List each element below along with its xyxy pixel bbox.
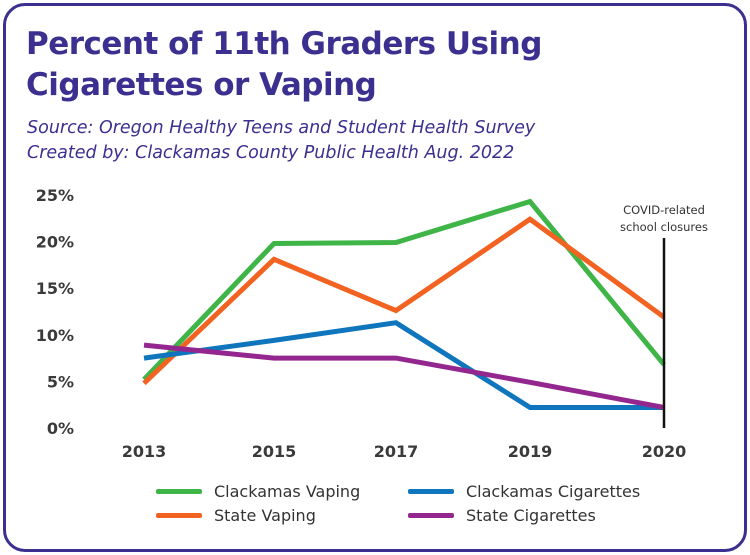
series-line-clackamas-vaping	[142, 198, 666, 382]
legend-swatch	[408, 512, 454, 518]
y-tick-label: 10%	[36, 326, 74, 345]
annotation-text: school closures	[620, 220, 708, 234]
y-tick-label: 20%	[36, 233, 74, 252]
legend-swatch	[156, 512, 202, 518]
y-tick-label: 15%	[36, 279, 74, 298]
x-tick-label: 2019	[508, 442, 553, 461]
x-tick-label: 2015	[252, 442, 297, 461]
legend-item-state-vaping: State Vaping	[156, 504, 316, 526]
x-tick-label: 2020	[642, 442, 687, 461]
chart-card	[3, 3, 747, 552]
series-line-state-cigarettes	[143, 342, 665, 410]
subtitle-created-by: Created by: Clackamas County Public Heal…	[27, 143, 515, 163]
y-tick-label: 5%	[47, 372, 74, 391]
legend-label: State Cigarettes	[466, 505, 596, 525]
subtitle-source: Source: Oregon Healthy Teens and Student…	[27, 118, 536, 138]
legend-item-state-cigarettes: State Cigarettes	[408, 504, 596, 526]
series-line-clackamas-cigarettes	[143, 320, 664, 410]
legend-label: Clackamas Cigarettes	[466, 481, 641, 501]
chart-legend: Clackamas Vaping Clackamas Cigarettes St…	[156, 480, 676, 530]
chart-subtitle: Source: Oregon Healthy Teens and Student…	[27, 116, 535, 166]
series-line-state-vaping	[142, 216, 666, 386]
x-tick-label: 2013	[122, 442, 167, 461]
legend-item-clackamas-cigarettes: Clackamas Cigarettes	[408, 480, 640, 502]
y-tick-label: 25%	[36, 186, 74, 205]
legend-label: Clackamas Vaping	[214, 481, 361, 501]
annotation-text: COVID-related	[623, 203, 705, 217]
legend-item-clackamas-vaping: Clackamas Vaping	[156, 480, 360, 502]
x-tick-label: 2017	[374, 442, 419, 461]
chart-title: Percent of 11th Graders Using Cigarettes…	[26, 26, 542, 103]
legend-swatch	[156, 488, 202, 494]
legend-swatch	[408, 488, 454, 494]
y-tick-label: 0%	[47, 419, 74, 438]
legend-label: State Vaping	[214, 505, 316, 525]
